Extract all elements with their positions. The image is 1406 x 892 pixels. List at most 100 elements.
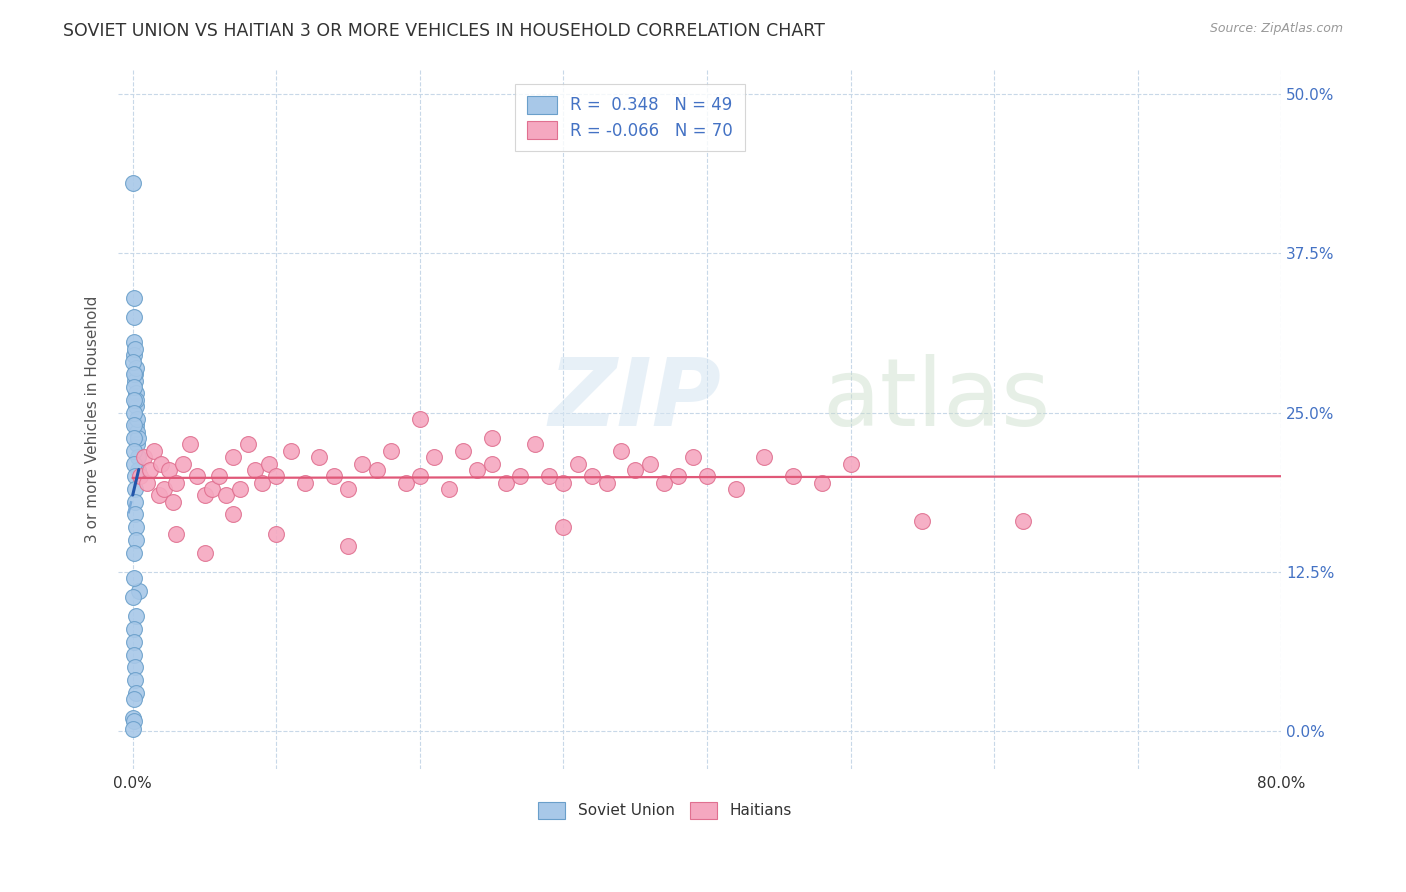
Point xyxy=(139,463,162,477)
Point xyxy=(423,450,446,464)
Point xyxy=(122,622,145,636)
Text: SOVIET UNION VS HAITIAN 3 OR MORE VEHICLES IN HOUSEHOLD CORRELATION CHART: SOVIET UNION VS HAITIAN 3 OR MORE VEHICL… xyxy=(63,22,825,40)
Point xyxy=(124,342,146,356)
Point xyxy=(222,450,245,464)
Point xyxy=(122,392,145,407)
Point xyxy=(125,609,148,624)
Point xyxy=(179,437,201,451)
Point xyxy=(337,539,360,553)
Point xyxy=(165,475,187,490)
Point xyxy=(811,475,834,490)
Point xyxy=(652,475,675,490)
Point xyxy=(553,475,575,490)
Point xyxy=(122,635,145,649)
Point xyxy=(124,508,146,522)
Point xyxy=(124,648,146,662)
Point xyxy=(125,412,148,426)
Point xyxy=(125,437,148,451)
Point xyxy=(193,488,215,502)
Point xyxy=(124,482,146,496)
Point xyxy=(451,443,474,458)
Point xyxy=(610,443,633,458)
Point xyxy=(553,520,575,534)
Point xyxy=(124,673,146,687)
Point xyxy=(122,591,145,605)
Point xyxy=(724,482,747,496)
Point xyxy=(236,437,259,451)
Point xyxy=(696,469,718,483)
Point xyxy=(595,475,617,490)
Point xyxy=(481,457,503,471)
Point xyxy=(186,469,208,483)
Point xyxy=(581,469,603,483)
Point xyxy=(122,354,145,368)
Text: ZIP: ZIP xyxy=(548,354,721,446)
Point xyxy=(682,450,704,464)
Point xyxy=(122,291,145,305)
Point xyxy=(128,583,150,598)
Point xyxy=(172,457,194,471)
Point xyxy=(153,482,176,496)
Point xyxy=(122,711,145,725)
Point xyxy=(495,475,517,490)
Point xyxy=(322,469,344,483)
Point xyxy=(124,520,146,534)
Point xyxy=(136,475,159,490)
Point xyxy=(201,482,224,496)
Point xyxy=(1012,514,1035,528)
Point xyxy=(127,431,149,445)
Point xyxy=(366,463,388,477)
Point xyxy=(250,475,273,490)
Point xyxy=(465,463,488,477)
Point xyxy=(122,431,145,445)
Point xyxy=(380,443,402,458)
Point xyxy=(308,450,330,464)
Point xyxy=(567,457,589,471)
Point xyxy=(127,463,149,477)
Point xyxy=(122,714,145,728)
Point xyxy=(143,443,166,458)
Point xyxy=(124,457,146,471)
Point xyxy=(124,660,146,674)
Point xyxy=(122,571,145,585)
Point xyxy=(122,405,145,419)
Point xyxy=(243,463,266,477)
Point xyxy=(782,469,804,483)
Point xyxy=(122,692,145,706)
Text: Source: ZipAtlas.com: Source: ZipAtlas.com xyxy=(1209,22,1343,36)
Point xyxy=(125,392,148,407)
Point xyxy=(122,368,145,382)
Point xyxy=(394,475,416,490)
Y-axis label: 3 or more Vehicles in Household: 3 or more Vehicles in Household xyxy=(86,295,100,542)
Point xyxy=(122,176,145,190)
Point xyxy=(839,457,862,471)
Point xyxy=(538,469,561,483)
Point xyxy=(124,374,146,388)
Point xyxy=(409,412,432,426)
Point xyxy=(124,469,146,483)
Legend: Soviet Union, Haitians: Soviet Union, Haitians xyxy=(531,796,799,825)
Point xyxy=(122,546,145,560)
Point xyxy=(125,425,148,439)
Point xyxy=(124,348,146,362)
Point xyxy=(638,457,661,471)
Point xyxy=(124,386,146,401)
Point xyxy=(124,494,146,508)
Point xyxy=(208,469,231,483)
Point xyxy=(266,526,288,541)
Point xyxy=(125,399,148,413)
Point xyxy=(150,457,173,471)
Point xyxy=(666,469,689,483)
Point xyxy=(624,463,647,477)
Point xyxy=(911,514,934,528)
Point xyxy=(125,533,148,547)
Point xyxy=(280,443,302,458)
Point xyxy=(229,482,252,496)
Point xyxy=(127,450,149,464)
Point xyxy=(122,310,145,324)
Point xyxy=(266,469,288,483)
Point xyxy=(165,526,187,541)
Point xyxy=(257,457,280,471)
Point xyxy=(122,722,145,736)
Point xyxy=(754,450,776,464)
